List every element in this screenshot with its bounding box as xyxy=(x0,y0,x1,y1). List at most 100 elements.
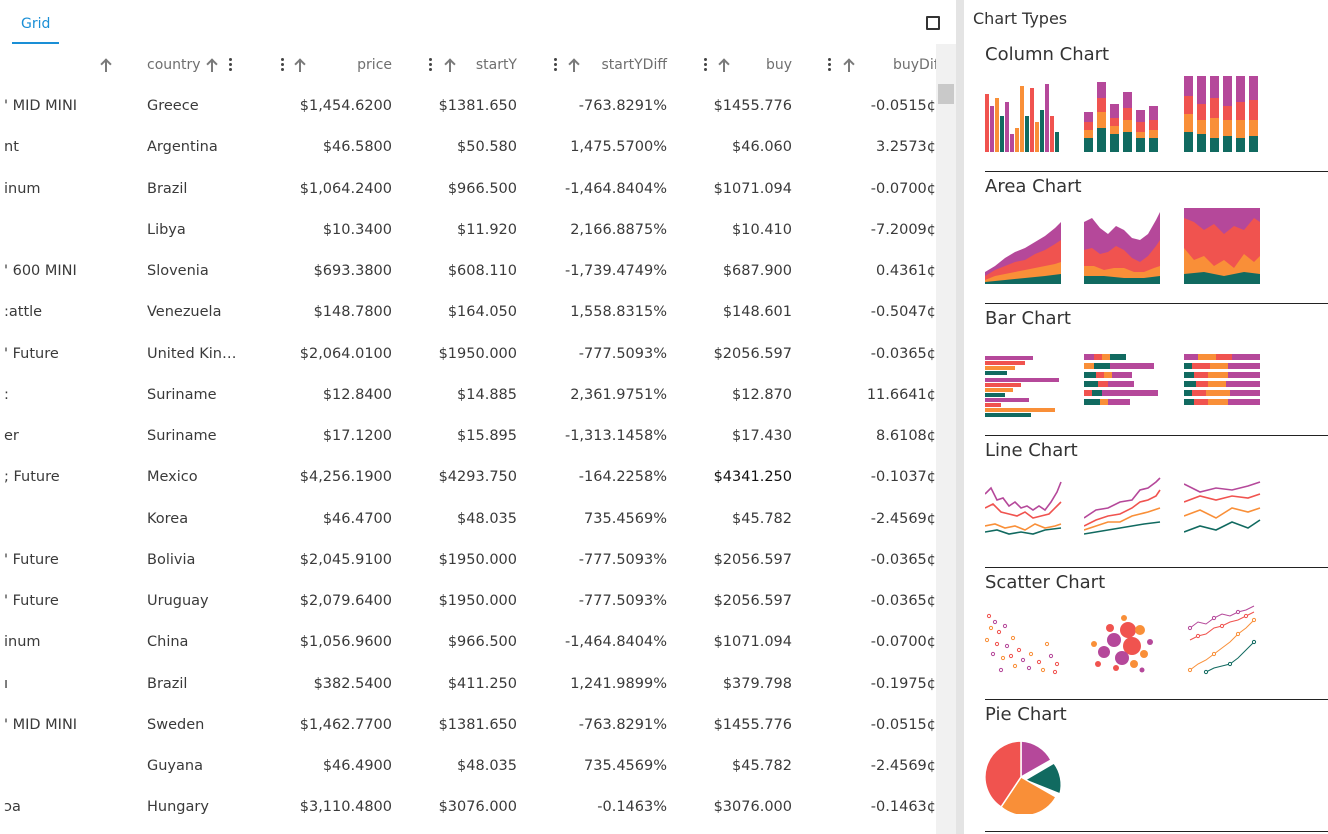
cell-startY[interactable]: $1381.650 xyxy=(438,98,517,114)
cell-price[interactable]: $3,110.4800 xyxy=(299,799,392,816)
sort-asc-icon[interactable] xyxy=(568,57,580,73)
header-buyDiff[interactable]: buyDif xyxy=(893,44,943,86)
table-row[interactable]: ' 600 MINI Slovenia $693.3800 $608.110 -1,73… xyxy=(0,251,936,292)
header-startY[interactable]: startY xyxy=(460,44,517,86)
cell-buyDiff[interactable]: -0.1037¢ xyxy=(870,469,936,486)
cell-startY[interactable]: $15.895 xyxy=(457,428,517,444)
cell-country[interactable]: Suriname xyxy=(147,386,217,403)
cell-startY[interactable]: $50.580 xyxy=(457,139,517,156)
cell-price[interactable]: $382.5400 xyxy=(313,675,392,692)
cell-country[interactable]: Guyana xyxy=(147,758,203,774)
chart-thumb-area-stacked[interactable] xyxy=(1084,208,1162,286)
cell-buyDiff[interactable]: 11.6641¢ xyxy=(866,386,936,403)
chart-thumb-scatter-lines[interactable] xyxy=(1184,604,1262,682)
table-row[interactable]: inum Brazil $1,064.2400 $966.500 -1,464.8404… xyxy=(0,169,936,210)
cell-price[interactable]: $148.7800 xyxy=(313,304,392,321)
header-price[interactable]: price xyxy=(320,44,392,86)
cell-startY[interactable]: $1950.000 xyxy=(438,551,517,568)
sort-asc-icon[interactable] xyxy=(718,57,730,73)
cell-country[interactable]: Brazil xyxy=(147,180,188,197)
cell-startYDiff[interactable]: -164.2258% xyxy=(578,469,667,486)
cell-country[interactable]: Brazil xyxy=(147,675,188,692)
cell-startYDiff[interactable]: 2,166.8875% xyxy=(570,221,667,238)
table-row[interactable]: :attle Venezuela $148.7800 $164.050 1,558.83… xyxy=(0,292,936,333)
vertical-scrollbar[interactable] xyxy=(936,44,956,834)
chart-thumb-area-normalized[interactable] xyxy=(1184,208,1262,286)
chart-thumb-column-stacked[interactable] xyxy=(1084,76,1162,154)
cell-name[interactable]: ' Future xyxy=(4,345,59,362)
cell-price[interactable]: $1,064.2400 xyxy=(299,180,392,197)
cell-startYDiff[interactable]: 1,241.9899% xyxy=(570,675,667,692)
cell-startYDiff[interactable]: -777.5093% xyxy=(578,593,667,609)
table-row[interactable]: ' Future Bolivia $2,045.9100 $1950.000 -777.… xyxy=(0,540,936,581)
cell-startY[interactable]: $4293.750 xyxy=(438,469,517,486)
cell-buy[interactable]: $2056.597 xyxy=(713,551,792,568)
table-row[interactable]: ; Future Mexico $4,256.1900 $4293.750 -164.2… xyxy=(0,457,936,498)
table-row[interactable]: er Suriname $17.1200 $15.895 -1,313.1458% $17… xyxy=(0,416,936,457)
cell-name[interactable] xyxy=(0,210,100,251)
cell-startYDiff[interactable]: -1,739.4749% xyxy=(564,263,667,279)
cell-buy[interactable]: $46.060 xyxy=(732,139,792,156)
cell-startY[interactable]: $48.035 xyxy=(457,510,517,527)
cell-buyDiff[interactable]: -0.1463¢ xyxy=(870,799,936,816)
cell-price[interactable]: $2,064.0100 xyxy=(299,345,392,362)
cell-country[interactable]: Bolivia xyxy=(147,551,196,568)
cell-name[interactable]: inum xyxy=(4,634,41,651)
chart-thumb-column-grouped[interactable] xyxy=(985,76,1063,154)
cell-startYDiff[interactable]: -0.1463% xyxy=(597,799,667,816)
table-row[interactable]: Korea $46.4700 $48.035 735.4569% $45.782 -2.4… xyxy=(0,499,936,540)
cell-name[interactable]: :attle xyxy=(4,304,43,321)
cell-startY[interactable]: $3076.000 xyxy=(438,799,517,816)
cell-buyDiff[interactable]: -0.0365¢ xyxy=(870,593,936,609)
cell-buyDiff[interactable]: -2.4569¢ xyxy=(870,510,936,527)
table-row[interactable]: ɔa Hungary $3,110.4800 $3076.000 -0.1463% $30… xyxy=(0,787,936,828)
cell-price[interactable]: $46.5800 xyxy=(322,139,392,156)
table-row[interactable]: ' Future Uruguay $2,079.6400 $1950.000 -777.… xyxy=(0,581,936,622)
cell-name[interactable]: ı xyxy=(4,675,9,692)
table-row[interactable]: ı Brazil $382.5400 $411.250 1,241.9899% $379.… xyxy=(0,664,936,705)
cell-price[interactable]: $12.8400 xyxy=(322,386,392,403)
cell-buy[interactable]: $17.430 xyxy=(732,428,792,444)
cell-buy[interactable]: $1071.094 xyxy=(713,180,792,197)
cell-country[interactable]: Mexico xyxy=(147,469,198,486)
cell-buyDiff[interactable]: -0.0365¢ xyxy=(870,551,936,568)
cell-startY[interactable]: $14.885 xyxy=(457,386,517,403)
cell-price[interactable]: $2,045.9100 xyxy=(299,551,392,568)
cell-country[interactable]: Suriname xyxy=(147,428,217,444)
chart-thumb-bar-stacked[interactable] xyxy=(1084,340,1162,418)
cell-country[interactable]: Hungary xyxy=(147,799,209,816)
cell-buy[interactable]: $45.782 xyxy=(732,510,792,527)
cell-country[interactable]: Slovenia xyxy=(147,263,209,279)
cell-buy[interactable]: $10.410 xyxy=(732,221,792,238)
cell-buy[interactable]: $148.601 xyxy=(722,304,792,321)
cell-country[interactable]: Uruguay xyxy=(147,593,209,609)
cell-price[interactable]: $1,454.6200 xyxy=(299,98,392,114)
table-row[interactable]: Libya $10.3400 $11.920 2,166.8875% $10.410 -7… xyxy=(0,210,936,251)
header-startYDiff[interactable]: startYDiff xyxy=(585,44,667,86)
cell-country[interactable]: Greece xyxy=(147,98,199,114)
maximize-icon[interactable] xyxy=(926,16,940,30)
cell-startY[interactable]: $1950.000 xyxy=(438,593,517,609)
panel-splitter[interactable] xyxy=(956,0,964,834)
cell-startY[interactable]: $966.500 xyxy=(447,180,517,197)
cell-buyDiff[interactable]: -0.1975¢ xyxy=(870,675,936,692)
table-row[interactable]: : Suriname $12.8400 $14.885 2,361.9751% $12.8… xyxy=(0,375,936,416)
cell-buy[interactable]: $4341.250 xyxy=(713,469,792,486)
cell-buy[interactable]: $379.798 xyxy=(722,675,792,692)
scrollbar-thumb[interactable] xyxy=(938,84,954,104)
table-row[interactable]: ' Future United King... $2,064.0100 $1950.0… xyxy=(0,334,936,375)
cell-name[interactable]: ; Future xyxy=(4,469,60,486)
cell-price[interactable]: $4,256.1900 xyxy=(299,469,392,486)
cell-name[interactable]: er xyxy=(4,428,19,444)
table-row[interactable]: Guyana $46.4900 $48.035 735.4569% $45.782 -2.… xyxy=(0,746,936,787)
cell-name[interactable]: ' Future xyxy=(4,551,59,568)
cell-buyDiff[interactable]: -0.0365¢ xyxy=(870,345,936,362)
column-menu-icon[interactable] xyxy=(704,57,708,73)
chart-thumb-pie[interactable] xyxy=(985,736,1063,814)
cell-price[interactable]: $46.4700 xyxy=(322,510,392,527)
cell-price[interactable]: $1,462.7700 xyxy=(299,716,392,733)
column-menu-icon[interactable] xyxy=(229,57,233,73)
cell-buyDiff[interactable]: -0.0700¢ xyxy=(870,634,936,651)
tab-grid[interactable]: Grid xyxy=(12,8,60,44)
cell-buy[interactable]: $1071.094 xyxy=(713,634,792,651)
